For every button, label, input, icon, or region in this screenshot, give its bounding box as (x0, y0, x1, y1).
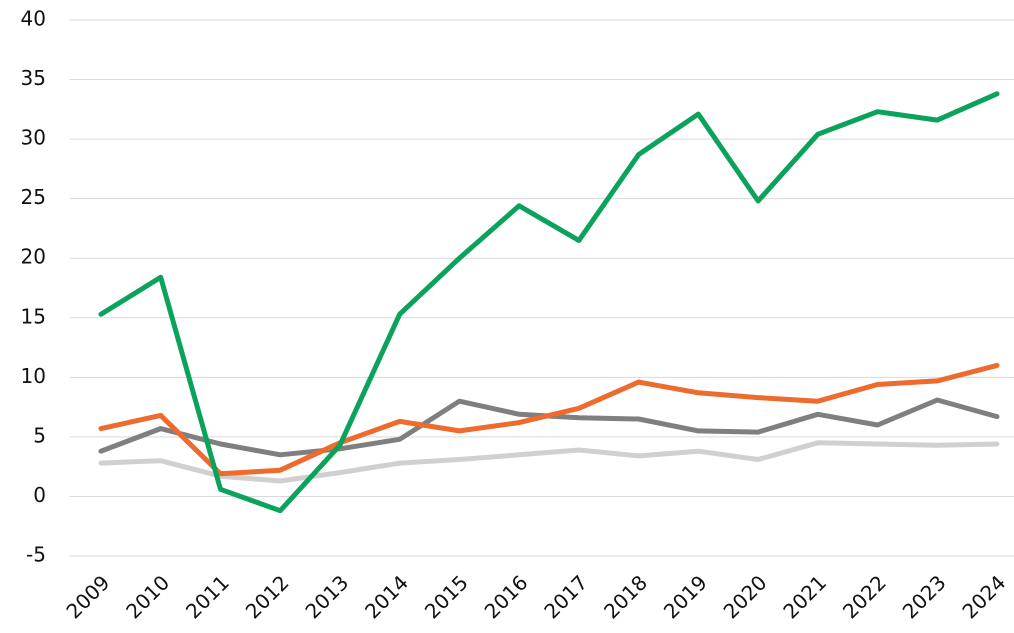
y-tick-label: -5 (26, 543, 46, 567)
series-line (98, 91, 1000, 514)
x-tick-label: 2015 (420, 570, 473, 623)
x-tick-label: 2013 (300, 570, 353, 623)
x-tick-label: 2021 (778, 570, 831, 623)
x-tick-label: 2017 (539, 570, 592, 623)
x-tick-label: 2019 (659, 570, 712, 623)
x-tick-label: 2023 (898, 570, 951, 623)
x-tick-label: 2024 (957, 570, 1010, 623)
y-tick-label: 25 (21, 185, 46, 209)
x-tick-label: 2012 (241, 570, 294, 623)
series-line (98, 397, 1000, 458)
x-tick-label: 2010 (121, 570, 174, 623)
x-tick-label: 2016 (480, 570, 533, 623)
x-tick-label: 2018 (599, 570, 652, 623)
series-line (98, 362, 1000, 477)
x-tick-label: 2022 (838, 570, 891, 623)
y-tick-label: 5 (33, 423, 46, 447)
x-tick-label: 2020 (719, 570, 772, 623)
series-line (98, 440, 1000, 484)
x-tick-label: 2011 (181, 570, 234, 623)
y-tick-label: 0 (33, 483, 46, 507)
y-tick-label: 15 (21, 304, 46, 328)
y-tick-label: 35 (21, 66, 46, 90)
x-tick-label: 2009 (61, 570, 114, 623)
y-tick-label: 10 (21, 364, 46, 388)
y-tick-label: 20 (21, 245, 46, 269)
y-tick-label: 30 (21, 126, 46, 150)
y-tick-label: 40 (21, 7, 46, 31)
x-tick-label: 2014 (360, 570, 413, 623)
